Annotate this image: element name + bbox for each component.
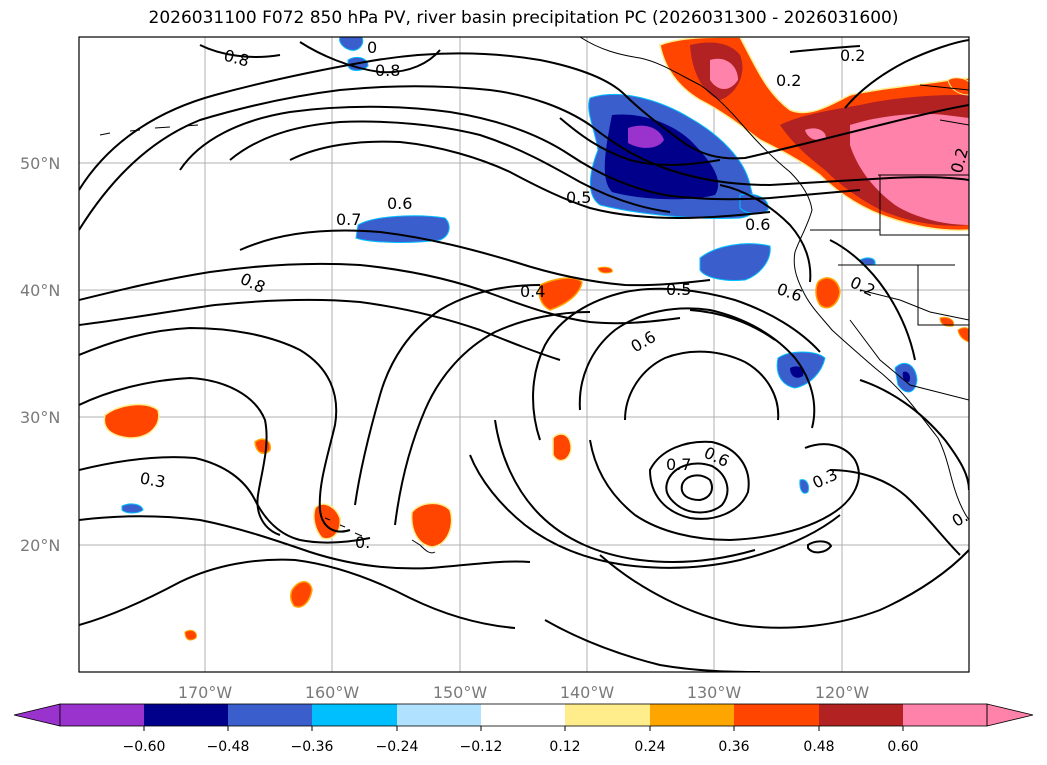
- colorbar-tick-label: 0.48: [803, 739, 834, 755]
- colorbar-over-arrow: [986, 703, 1034, 727]
- precip-positive-anomalies: [103, 37, 969, 641]
- colorbar-segment: [481, 704, 565, 726]
- colorbar-tick-marks: [143, 726, 904, 731]
- pv-contours: [79, 39, 969, 672]
- lon-label: 130°W: [687, 683, 742, 702]
- lat-label: 40°N: [20, 281, 60, 300]
- contour-label: 0.4: [520, 282, 545, 301]
- lon-label: 170°W: [178, 683, 233, 702]
- colorbar-segment: [60, 704, 144, 726]
- map-title: 2026031100 F072 850 hPa PV, river basin …: [148, 8, 899, 28]
- colorbar-segment: [397, 704, 481, 726]
- coastlines: [99, 37, 969, 554]
- colorbar-segment: [734, 704, 819, 726]
- colorbar-tick-label: 0.36: [718, 739, 749, 755]
- colorbar-segment: [650, 704, 734, 726]
- lat-label: 20°N: [20, 536, 60, 555]
- lat-label: 50°N: [20, 154, 60, 173]
- colorbar-tick-label: 0.12: [549, 739, 580, 755]
- contour-label: 0.8: [375, 61, 400, 80]
- contour-label: 0.7: [666, 455, 691, 474]
- contour-label: 0.2: [840, 46, 865, 65]
- colorbar-tick-label: −0.24: [376, 739, 419, 755]
- latitude-labels: 50°N 40°N 30°N 20°N: [20, 154, 60, 555]
- colorbar-tick-label: −0.36: [291, 739, 334, 755]
- colorbar-tick-label: −0.12: [460, 739, 503, 755]
- colorbar-segment: [819, 704, 903, 726]
- contour-label: 0.7: [336, 210, 361, 229]
- contour-label: 0.: [949, 507, 972, 531]
- contour-label: 0.2: [947, 146, 972, 176]
- contour-label: 0.5: [666, 280, 691, 299]
- contour-label: 0.6: [387, 194, 412, 213]
- contour-label: 0.2: [776, 71, 801, 90]
- colorbar-tick-label: −0.60: [123, 739, 166, 755]
- colorbar-segment: [312, 704, 397, 726]
- colorbar-segment: [565, 704, 650, 726]
- precip-negative-anomalies: [121, 37, 918, 514]
- lon-label: 150°W: [433, 683, 488, 702]
- colorbar-segment: [144, 704, 228, 726]
- colorbar-segment: [903, 704, 987, 726]
- lon-label: 120°W: [815, 683, 870, 702]
- colorbar-segment: [228, 704, 312, 726]
- colorbar-under-arrow: [13, 703, 61, 727]
- lat-label: 30°N: [20, 408, 60, 427]
- contour-label: 0.5: [566, 188, 591, 207]
- contour-label: 0.6: [745, 215, 770, 234]
- colorbar-tick-label: 0.60: [887, 739, 918, 755]
- lon-label: 160°W: [305, 683, 360, 702]
- colorbar-tick-label: −0.48: [207, 739, 250, 755]
- map-frame: [78, 36, 970, 673]
- lon-label: 140°W: [560, 683, 615, 702]
- colorbar-tick-label: 0.24: [634, 739, 665, 755]
- contour-label: 0.: [355, 533, 370, 552]
- contour-label: 0.3: [138, 469, 166, 492]
- colorbar: −0.60 −0.48 −0.36 −0.24 −0.12 0.12 0.24 …: [13, 703, 1034, 755]
- colorbar-tick-labels: −0.60 −0.48 −0.36 −0.24 −0.12 0.12 0.24 …: [123, 739, 919, 755]
- longitude-labels: 170°W 160°W 150°W 140°W 130°W 120°W: [178, 683, 870, 702]
- contour-label: 0: [367, 38, 377, 57]
